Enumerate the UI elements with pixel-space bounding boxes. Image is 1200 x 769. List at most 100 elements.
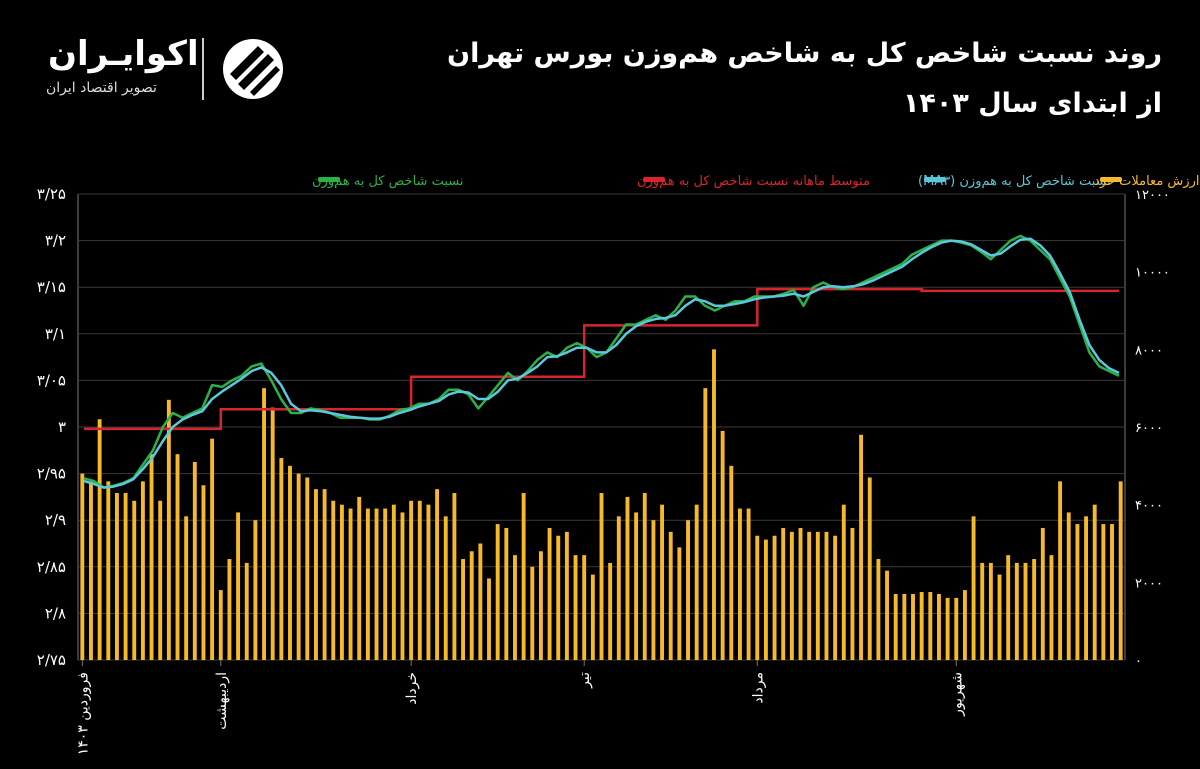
y-left-tick-label: ۲/۸۵ — [37, 558, 66, 576]
legend-swatch-ratio — [318, 177, 340, 182]
volume-bar — [1101, 524, 1106, 660]
volume-bar — [867, 477, 872, 660]
volume-bar — [469, 551, 474, 660]
y-left-tick-label: ۳/۱ — [45, 325, 66, 343]
volume-bar — [132, 500, 137, 660]
volume-bar — [599, 493, 604, 660]
brand-tagline: تصویر اقتصاد ایران — [46, 80, 157, 96]
volume-bar — [487, 578, 491, 660]
volume-bar — [279, 458, 284, 660]
volume-bar — [547, 527, 552, 660]
volume-bar — [305, 477, 310, 660]
volume-bar — [841, 504, 846, 660]
volume-bar — [815, 531, 820, 660]
volume-bar — [391, 504, 396, 660]
volume-bar — [1058, 481, 1063, 660]
volume-bar — [443, 516, 448, 660]
x-tick-label: شهریور — [949, 672, 965, 717]
volume-bar — [755, 535, 760, 660]
volume-bar — [807, 531, 812, 660]
volume-bar — [625, 496, 630, 660]
y-right-tick-label: ۴۰۰۰ — [1135, 499, 1163, 514]
x-tick-label: اردیبهشت — [214, 672, 230, 730]
brand-logo: اکوایـران تصویر اقتصاد ایران — [40, 30, 300, 110]
volume-bar — [123, 493, 128, 660]
x-tick-label: خرداد — [404, 672, 420, 705]
volume-bar — [763, 539, 768, 660]
volume-bar — [703, 388, 708, 660]
volume-bar — [919, 592, 924, 660]
volume-bar — [357, 496, 362, 660]
volume-bar — [928, 592, 933, 660]
volume-bar — [348, 508, 353, 660]
volume-bar — [452, 493, 457, 660]
volume-bar — [89, 481, 93, 660]
volume-bar — [737, 508, 742, 660]
y-left-tick-label: ۲/۸ — [45, 604, 66, 622]
volume-bar — [729, 465, 734, 660]
ma3-line — [83, 237, 1120, 489]
volume-bar — [218, 590, 223, 660]
volume-bar — [582, 555, 587, 660]
volume-bar — [997, 574, 1002, 660]
volume-bar — [530, 566, 535, 660]
x-tick-label: تیر — [577, 672, 593, 689]
legend-swatch-monthly_avg — [643, 177, 665, 182]
volume-bar — [331, 500, 336, 660]
volume-bar — [789, 531, 794, 660]
chart-title: روند نسبت شاخص کل به شاخص هم‌وزن بورس ته… — [447, 38, 1162, 69]
volume-bar — [824, 531, 829, 660]
volume-bar — [642, 493, 647, 660]
y-right-tick-label: ۰ — [1135, 654, 1142, 669]
x-tick-label: فروردین ۱۴۰۳ — [75, 672, 91, 755]
volume-bar — [590, 574, 595, 660]
brand-divider — [202, 38, 204, 100]
y-right-tick-label: ۲۰۰۰ — [1135, 576, 1163, 591]
volume-bar — [954, 597, 959, 660]
volume-bar — [1040, 527, 1045, 660]
volume-bar — [1032, 559, 1037, 660]
volume-bar — [677, 547, 682, 660]
volume-bar — [988, 562, 993, 660]
ratio-line — [83, 234, 1120, 489]
volume-bar — [210, 438, 215, 660]
volume-bar — [1049, 555, 1054, 660]
volume-bar — [668, 531, 673, 660]
y-right-tick-label: ۱۰۰۰۰ — [1135, 266, 1170, 281]
volume-bar — [746, 508, 751, 660]
volume-bar — [374, 508, 379, 660]
volume-bar — [1075, 524, 1080, 660]
legend-label-ma3: نسبت شاخص کل به هم‌وزن (MA۳) — [918, 174, 1111, 189]
legend-label-ratio: نسبت شاخص کل به هم‌وزن — [312, 174, 463, 189]
volume-bar — [833, 535, 838, 660]
volume-bar — [564, 531, 569, 660]
volume-bar — [80, 473, 85, 660]
volume-bar — [651, 520, 656, 660]
volume-bar — [634, 512, 639, 660]
volume-bar — [106, 481, 111, 660]
y-right-tick-label: ۱۲۰۰۰ — [1135, 188, 1170, 203]
volume-bar — [478, 543, 483, 660]
volume-bar — [660, 504, 665, 660]
volume-bar — [1092, 504, 1097, 660]
volume-bar — [720, 430, 725, 660]
volume-bar — [556, 535, 561, 660]
volume-bar — [1118, 481, 1123, 660]
volume-bar — [201, 485, 206, 660]
volume-bar — [694, 504, 699, 660]
y-left-tick-label: ۲/۷۵ — [37, 651, 66, 669]
volume-bar — [885, 570, 889, 660]
volume-bar — [288, 465, 292, 660]
volume-bar — [1014, 562, 1019, 660]
volume-bar — [859, 434, 864, 660]
volume-bar — [850, 527, 855, 660]
volume-bar — [314, 489, 318, 660]
y-left-tick-label: ۳/۲۵ — [37, 185, 66, 203]
volume-bar — [339, 504, 344, 660]
volume-bar — [435, 489, 440, 660]
brand-name: اکوایـران — [48, 34, 199, 74]
volume-bar — [971, 516, 976, 660]
volume-bar — [1066, 512, 1071, 660]
y-left-tick-label: ۳/۰۵ — [37, 371, 66, 389]
